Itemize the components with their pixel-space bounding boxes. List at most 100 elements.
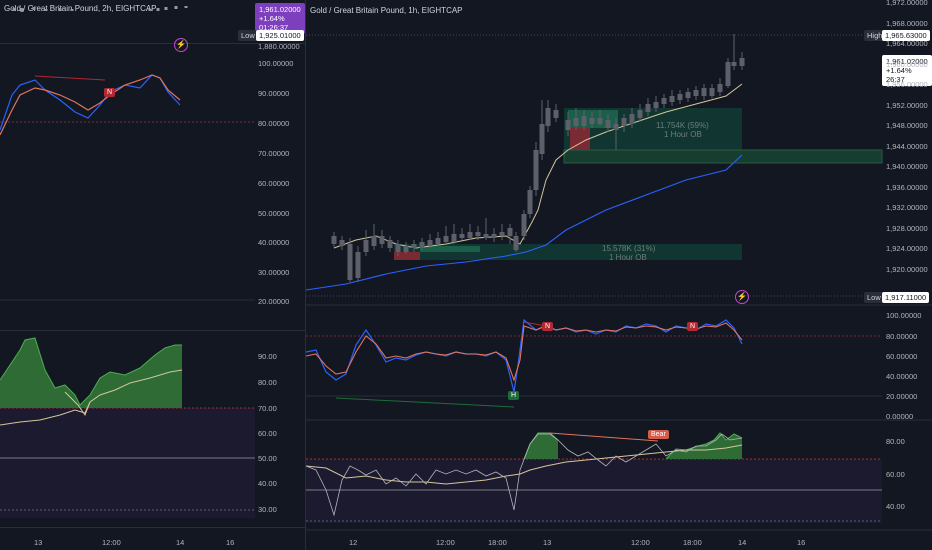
right-signal-n2: N bbox=[687, 322, 699, 331]
bolt-icon[interactable]: ⚡ bbox=[174, 38, 188, 52]
left-osc-axis-label: 70.00 bbox=[258, 404, 277, 413]
candle-body bbox=[521, 214, 527, 236]
candle-body bbox=[184, 6, 188, 8]
low-tag-label: Low bbox=[238, 30, 258, 41]
left-chart-title: Gold / Great Britain Pound, 2h, EIGHTCAP bbox=[4, 4, 157, 13]
right-time-label: 18:00 bbox=[683, 538, 702, 547]
high-tag-value: 1,965.63000 bbox=[882, 30, 930, 41]
left-rsi-axis-label: 100.00000 bbox=[258, 59, 294, 68]
right-time-label: 12:00 bbox=[436, 538, 455, 547]
left-change: +1.64% bbox=[259, 14, 285, 23]
candle-body bbox=[693, 90, 699, 96]
right-chart-pane[interactable]: Gold / Great Britain Pound, 1h, EIGHTCAP… bbox=[305, 0, 932, 550]
candle-body bbox=[701, 88, 707, 96]
left-price-box: 1,961.02000 +1.64% 01:26:37 bbox=[255, 3, 305, 34]
candle-body bbox=[669, 96, 675, 102]
candle-body bbox=[573, 118, 579, 126]
left-rsi-axis-label: 30.00000 bbox=[258, 268, 290, 277]
candle-body bbox=[371, 236, 377, 246]
candle-body bbox=[32, 7, 36, 10]
left-indicator-svg bbox=[0, 6, 255, 518]
candle-body bbox=[174, 6, 178, 9]
right-osc-axis-label: 60.00 bbox=[886, 470, 905, 479]
candle-body bbox=[331, 236, 337, 244]
left-time-label: 14 bbox=[176, 538, 185, 547]
ob-lower-label: 1 Hour OB bbox=[609, 253, 647, 262]
candle-body bbox=[44, 9, 48, 11]
candle-body bbox=[565, 120, 571, 130]
candle-body bbox=[731, 62, 737, 66]
candle-body bbox=[597, 118, 603, 124]
right-signal-bear: Bear bbox=[648, 430, 669, 439]
candle-body bbox=[539, 124, 545, 154]
candle-body bbox=[387, 240, 393, 248]
right-price: 1,961.02000 bbox=[886, 57, 928, 66]
candle-body bbox=[20, 8, 24, 12]
candle-body bbox=[379, 236, 385, 244]
candle-body bbox=[605, 120, 611, 128]
candle-body bbox=[507, 228, 513, 236]
pane-separator bbox=[0, 527, 305, 528]
right-price-axis-label: 1,920.00000 bbox=[886, 264, 928, 274]
bolt-icon[interactable]: ⚡ bbox=[735, 290, 749, 304]
left-time-label: 13 bbox=[34, 538, 43, 547]
right-rsi-axis-label: 0.00000 bbox=[886, 412, 914, 421]
candle-body bbox=[70, 9, 74, 11]
candle-body bbox=[725, 62, 731, 86]
candle-body bbox=[363, 240, 369, 252]
pane-divider[interactable] bbox=[305, 0, 306, 550]
left-rsi-axis-label: 90.00000 bbox=[258, 89, 290, 98]
candle-body bbox=[347, 244, 353, 280]
candle-body bbox=[629, 114, 635, 124]
candle-body bbox=[483, 234, 489, 238]
right-price-axis-label: 1,972.00000 bbox=[886, 0, 928, 7]
candle-body bbox=[553, 110, 559, 118]
right-signal-n1: N bbox=[542, 322, 554, 331]
candle-body bbox=[581, 116, 587, 126]
right-time-label: 12:00 bbox=[631, 538, 650, 547]
left-rsi-axis-label: 50.00000 bbox=[258, 209, 290, 218]
candle-body bbox=[491, 234, 497, 238]
candle-body bbox=[499, 232, 505, 236]
right-price-axis-label: 1,960.00000 bbox=[886, 59, 928, 69]
candle-body bbox=[451, 234, 457, 242]
pane-separator bbox=[0, 43, 305, 44]
left-price-axis-label: 1,880.00000 bbox=[258, 42, 300, 51]
left-osc-axis-label: 50.00 bbox=[258, 454, 277, 463]
right-price-axis-label: 1,924.00000 bbox=[886, 244, 928, 253]
candle-body bbox=[58, 8, 62, 11]
candle-body bbox=[621, 118, 627, 126]
candle-body bbox=[156, 8, 160, 11]
left-rsi-axis-label: 20.00000 bbox=[258, 297, 290, 306]
right-time-label: 12 bbox=[349, 538, 358, 547]
left-signal-n: N bbox=[104, 88, 116, 97]
right-time-label: 13 bbox=[543, 538, 552, 547]
right-price-axis-label: 1,940.00000 bbox=[886, 162, 928, 171]
right-osc-axis-label: 80.00 bbox=[886, 437, 905, 446]
left-rsi-axis-label: 60.00000 bbox=[258, 179, 290, 188]
candle-body bbox=[164, 7, 168, 10]
right-rsi-axis-label: 40.00000 bbox=[886, 372, 918, 381]
candles-svg bbox=[331, 34, 745, 282]
candle-body bbox=[661, 98, 667, 104]
left-rsi-axis-label: 80.00000 bbox=[258, 119, 290, 128]
right-rsi-axis-label: 60.00000 bbox=[886, 352, 918, 361]
left-chart-pane[interactable]: Gold / Great Britain Pound, 2h, EIGHTCAP… bbox=[0, 0, 305, 550]
candle-body bbox=[533, 150, 539, 190]
low-tag-value: 1,917.11000 bbox=[882, 292, 930, 303]
right-price-axis-label: 1,928.00000 bbox=[886, 223, 928, 233]
left-osc-axis-label: 40.00 bbox=[258, 479, 277, 488]
right-price-box: 1,961.02000 +1.64% 26:37 bbox=[882, 55, 932, 86]
candle-body bbox=[403, 246, 409, 252]
left-countdown: 01:26:37 bbox=[259, 23, 289, 32]
right-rsi-axis-label: 100.00000 bbox=[886, 311, 922, 320]
right-price-axis-label: 1,944.00000 bbox=[886, 141, 928, 151]
candle-body bbox=[419, 242, 425, 248]
right-rsi-axis-label: 20.00000 bbox=[886, 392, 918, 401]
right-price-axis-label: 1,956.00000 bbox=[886, 80, 928, 89]
candle-body bbox=[12, 8, 16, 11]
candle-body bbox=[717, 84, 723, 92]
candle-body bbox=[613, 124, 619, 130]
candle-body bbox=[148, 9, 152, 11]
right-price-axis-label: 1,936.00000 bbox=[886, 182, 928, 192]
